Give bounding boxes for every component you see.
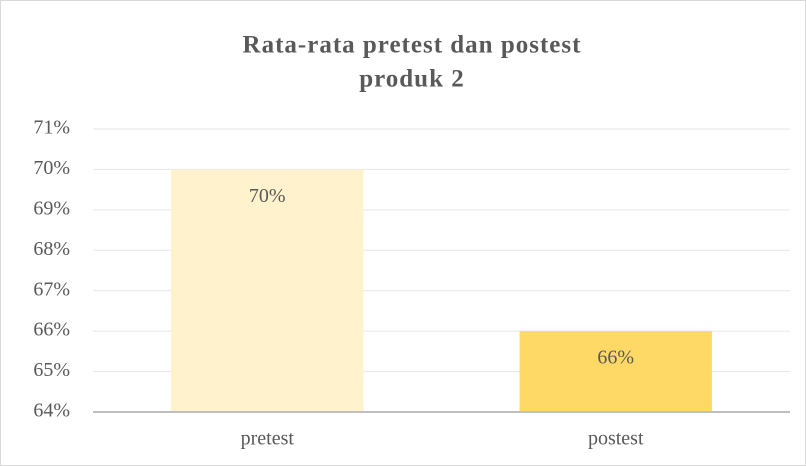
bar — [171, 169, 364, 412]
x-tick-label: postest — [588, 428, 644, 450]
chart-title: produk 2 — [359, 66, 465, 93]
data-label: 70% — [249, 185, 286, 207]
data-label: 66% — [597, 347, 634, 369]
y-tick-label: 68% — [33, 238, 70, 260]
y-tick-label: 71% — [33, 117, 70, 139]
chart-title: Rata-rata pretest dan postest — [243, 32, 582, 59]
y-tick-label: 66% — [33, 319, 70, 341]
y-tick-label: 70% — [33, 157, 70, 179]
y-tick-label: 64% — [33, 400, 70, 422]
x-tick-label: pretest — [241, 428, 295, 450]
bar — [519, 331, 712, 412]
y-tick-label: 69% — [33, 197, 70, 219]
y-tick-label: 67% — [33, 278, 70, 300]
y-tick-label: 65% — [33, 359, 70, 381]
